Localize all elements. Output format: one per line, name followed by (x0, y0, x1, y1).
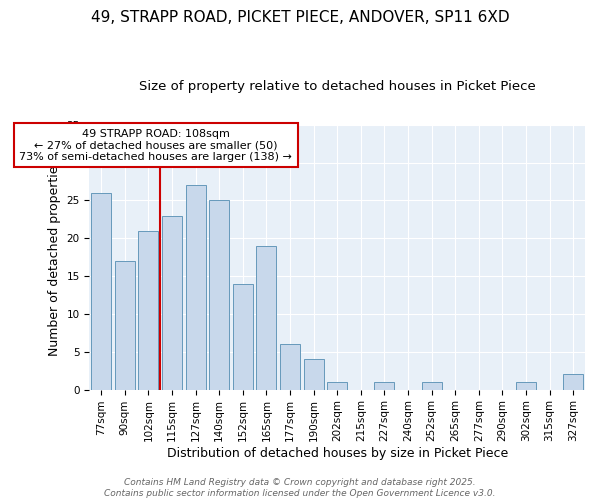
Bar (233, 284, 253, 390)
Bar (139, 230, 158, 390)
Text: Contains HM Land Registry data © Crown copyright and database right 2025.
Contai: Contains HM Land Registry data © Crown c… (104, 478, 496, 498)
Bar (209, 200, 229, 390)
Bar (91, 193, 111, 390)
Text: 49, STRAPP ROAD, PICKET PIECE, ANDOVER, SP11 6XD: 49, STRAPP ROAD, PICKET PIECE, ANDOVER, … (91, 10, 509, 25)
Bar (280, 344, 300, 390)
Bar (422, 382, 442, 390)
Bar (374, 382, 394, 390)
Bar (256, 246, 277, 390)
Y-axis label: Number of detached properties: Number of detached properties (48, 158, 61, 356)
Bar (115, 261, 135, 390)
Text: 49 STRAPP ROAD: 108sqm
← 27% of detached houses are smaller (50)
73% of semi-det: 49 STRAPP ROAD: 108sqm ← 27% of detached… (19, 128, 292, 162)
Bar (185, 186, 206, 390)
Bar (563, 374, 583, 390)
Bar (327, 382, 347, 390)
Bar (516, 382, 536, 390)
Title: Size of property relative to detached houses in Picket Piece: Size of property relative to detached ho… (139, 80, 536, 93)
Bar (304, 360, 323, 390)
Bar (162, 216, 182, 390)
X-axis label: Distribution of detached houses by size in Picket Piece: Distribution of detached houses by size … (167, 447, 508, 460)
